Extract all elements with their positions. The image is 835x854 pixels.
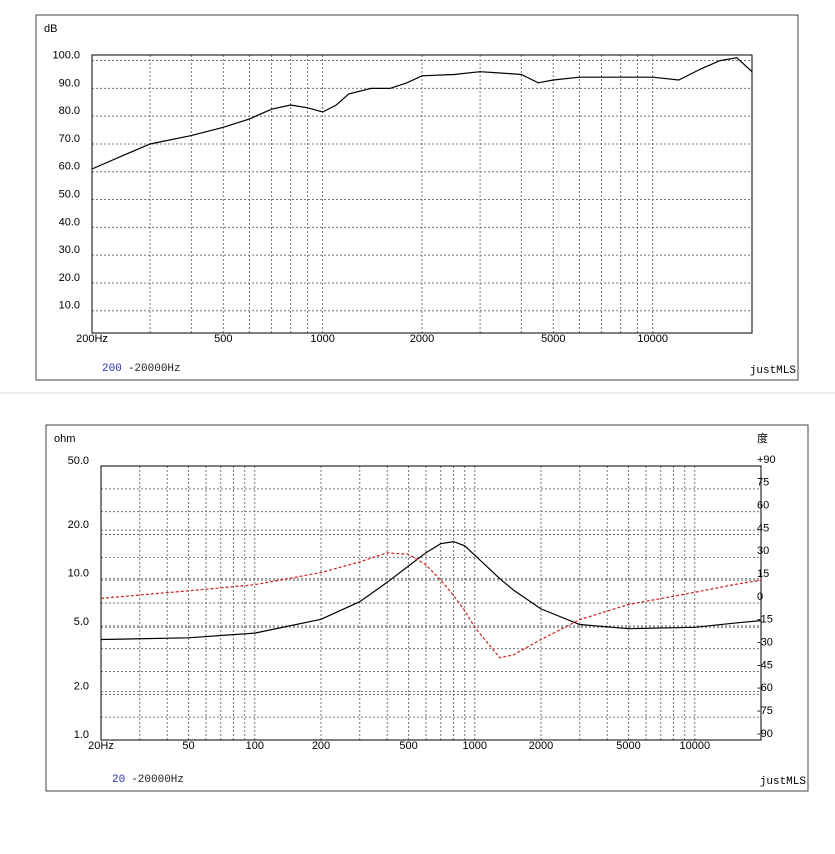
y2-tick-label: 30 xyxy=(757,545,769,557)
y-tick-label: 90.0 xyxy=(59,77,80,89)
y2-tick-label: -45 xyxy=(757,659,773,671)
series-line xyxy=(91,57,753,170)
y-tick-label: 20.0 xyxy=(59,272,80,284)
x-tick-label: 5000 xyxy=(616,740,640,752)
x-tick-label: 500 xyxy=(399,740,417,752)
y2-tick-label: 75 xyxy=(757,477,769,489)
range-end: -20000Hz xyxy=(131,774,184,786)
y2-tick-label: 45 xyxy=(757,522,769,534)
brand: justMLS xyxy=(750,365,797,377)
x-tick-label: 500 xyxy=(214,333,232,345)
x-tick-label: 100 xyxy=(246,740,264,752)
y-tick-label: 10.0 xyxy=(59,300,80,312)
y-tick-label: 40.0 xyxy=(59,216,80,228)
y2-tick-label: -60 xyxy=(757,682,773,694)
y2-tick-label: 0 xyxy=(757,591,763,603)
plot-frame xyxy=(100,465,762,741)
y2-tick-label: -15 xyxy=(757,614,773,626)
y2-tick-label: -90 xyxy=(757,728,773,740)
panel xyxy=(35,14,799,381)
x-tick-label: 2000 xyxy=(410,333,434,345)
x-tick-label: 10000 xyxy=(637,333,668,345)
y-tick-label: 50.0 xyxy=(59,188,80,200)
plot-frame xyxy=(91,54,753,334)
y-axis-label: ohm xyxy=(54,433,75,445)
range-end: -20000Hz xyxy=(128,363,181,375)
x-tick-label: 20Hz xyxy=(88,740,114,752)
y-tick-label: 30.0 xyxy=(59,244,80,256)
y-tick-label: 80.0 xyxy=(59,105,80,117)
range-start: 200 xyxy=(102,363,122,375)
y-axis-label: dB xyxy=(44,23,57,35)
x-tick-label: 1000 xyxy=(310,333,334,345)
x-tick-label: 200 xyxy=(312,740,330,752)
y-tick-label: 50.0 xyxy=(68,455,89,467)
y2-tick-label: -30 xyxy=(757,637,773,649)
frequency-range: 200 -20000Hz xyxy=(102,363,181,375)
y-tick-label: 2.0 xyxy=(74,680,89,692)
series-line xyxy=(100,540,762,641)
frequency-range: 20 -20000Hz xyxy=(112,774,184,786)
y-tick-label: 20.0 xyxy=(68,519,89,531)
y2-tick-label: -75 xyxy=(757,705,773,717)
y-tick-label: 70.0 xyxy=(59,133,80,145)
panel xyxy=(45,424,809,792)
y-tick-label: 60.0 xyxy=(59,161,80,173)
x-tick-label: 5000 xyxy=(541,333,565,345)
y-tick-label: 100.0 xyxy=(52,49,80,61)
y-tick-label: 10.0 xyxy=(68,568,89,580)
y2-tick-label: 15 xyxy=(757,568,769,580)
y2-tick-label: +90 xyxy=(757,454,776,466)
x-tick-label: 1000 xyxy=(463,740,487,752)
brand: justMLS xyxy=(760,776,807,788)
x-tick-label: 200Hz xyxy=(76,333,108,345)
x-tick-label: 10000 xyxy=(679,740,710,752)
range-start: 20 xyxy=(112,774,125,786)
y2-tick-label: 60 xyxy=(757,500,769,512)
y2-axis-label: 度 xyxy=(757,431,768,445)
y-tick-label: 1.0 xyxy=(74,729,89,741)
x-tick-label: 2000 xyxy=(529,740,553,752)
y-tick-label: 5.0 xyxy=(74,616,89,628)
x-tick-label: 50 xyxy=(182,740,194,752)
